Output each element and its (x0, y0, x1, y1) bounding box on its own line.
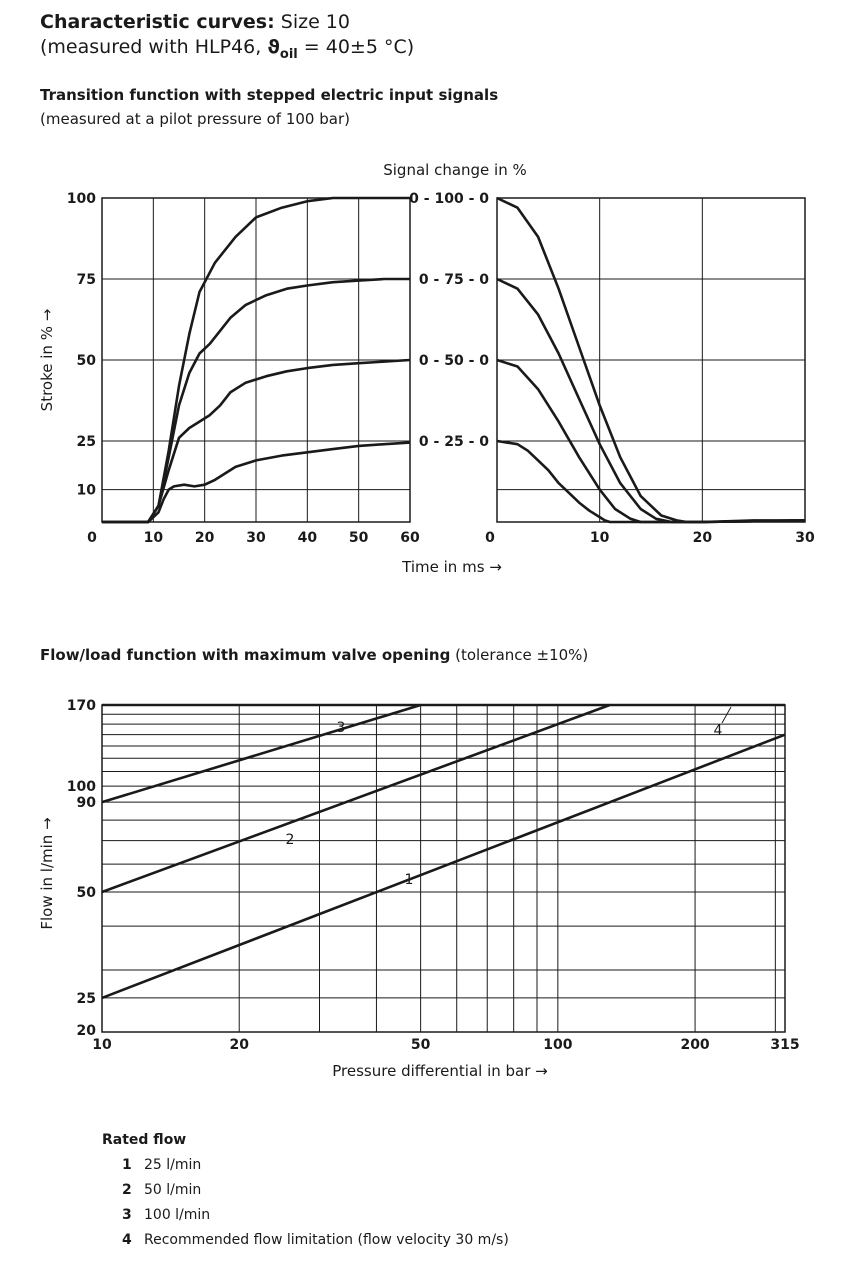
y-tick-label: 0 - 75 - 0 (419, 272, 489, 288)
x-tick-label: 50 (349, 530, 369, 546)
curve-label: 4 (714, 723, 723, 739)
x-tick-label: 10 (144, 530, 164, 546)
y-tick-label: 0 - 50 - 0 (419, 353, 489, 369)
legend-num: 2 (122, 1182, 132, 1198)
curve-label: 2 (286, 832, 295, 848)
x-tick-label: 100 (543, 1037, 572, 1053)
y-tick-label: 10 (77, 483, 97, 499)
x-axis-label: Time in ms → (401, 558, 502, 576)
curve-label-leader (721, 706, 732, 724)
y-tick-label: 0 - 100 - 0 (409, 191, 489, 207)
legend-num: 3 (122, 1207, 132, 1223)
y-tick-label: 50 (77, 353, 97, 369)
legend-title: Rated flow (102, 1132, 187, 1148)
y-tick-label: 100 (67, 779, 96, 795)
x-tick-label: 30 (795, 530, 815, 546)
y-tick-label: 25 (77, 434, 96, 450)
legend-item: 3 100 l/min (122, 1207, 210, 1223)
x-tick-label: 50 (411, 1037, 431, 1053)
series-line (102, 358, 411, 524)
section2-title-main: Flow/load function with maximum valve op… (40, 646, 451, 664)
x-tick-label: 20 (229, 1037, 249, 1053)
y-tick-label: 20 (77, 1023, 97, 1039)
x-tick-label: 40 (298, 530, 318, 546)
y-axis-label: Flow in l/min → (38, 817, 56, 929)
legend-text: 50 l/min (144, 1182, 202, 1198)
y-axis-label: Stroke in % → (38, 309, 56, 412)
x-tick-label: 0 (87, 530, 97, 546)
section1-title: Transition function with stepped electri… (40, 86, 499, 104)
x-axis-label: Pressure differential in bar → (332, 1062, 547, 1080)
series-line (101, 703, 422, 804)
series-line (496, 277, 806, 524)
x-tick-label: 20 (195, 530, 215, 546)
y-tick-label: 25 (77, 991, 96, 1007)
x-tick-label: 315 (770, 1037, 799, 1053)
x-tick-label: 0 (485, 530, 495, 546)
y-tick-label: 100 (67, 191, 96, 207)
theta-subscript: oil (279, 46, 298, 62)
series-line (102, 441, 411, 524)
subtitle-post: = 40±5 °C) (297, 36, 415, 58)
plot-frame (101, 704, 786, 1033)
legend-text: Recommended flow limitation (flow veloci… (144, 1232, 509, 1248)
series-line (102, 277, 410, 524)
legend-item: 1 25 l/min (122, 1157, 201, 1173)
y-tick-label: 170 (67, 698, 96, 714)
legend-text: 25 l/min (144, 1157, 202, 1173)
legend-num: 1 (122, 1157, 132, 1173)
page-subtitle: (measured with HLP46, ϑoil = 40±5 °C) (40, 35, 414, 67)
chart-title: Signal change in % (383, 161, 527, 179)
curve-label: 3 (337, 720, 346, 736)
x-tick-label: 10 (92, 1037, 112, 1053)
section2-title-suffix: (tolerance ±10%) (450, 646, 589, 664)
section2-title: Flow/load function with maximum valve op… (40, 646, 588, 664)
series-line (496, 439, 806, 524)
x-tick-label: 10 (590, 530, 610, 546)
legend-num: 4 (122, 1232, 132, 1248)
legend-item: 2 50 l/min (122, 1182, 201, 1198)
title-rest: Size 10 (274, 11, 350, 33)
series-line (101, 733, 786, 1000)
y-tick-label: 90 (77, 795, 97, 811)
series-line (101, 703, 611, 894)
y-tick-label: 50 (77, 885, 97, 901)
theta-symbol: ϑ (267, 36, 280, 58)
section1-subtitle: (measured at a pilot pressure of 100 bar… (40, 110, 350, 128)
x-tick-label: 60 (400, 530, 420, 546)
y-tick-label: 75 (77, 272, 96, 288)
x-tick-label: 20 (693, 530, 713, 546)
legend-text: 100 l/min (144, 1207, 211, 1223)
curve-label: 1 (405, 872, 414, 888)
x-tick-label: 200 (680, 1037, 709, 1053)
y-tick-label: 0 - 25 - 0 (419, 434, 489, 450)
legend-item: 4 Recommended flow limitation (flow veloc… (122, 1232, 509, 1248)
page-title: Characteristic curves: Size 10 (40, 10, 350, 34)
x-tick-label: 30 (246, 530, 266, 546)
subtitle-pre: (measured with HLP46, (40, 36, 268, 58)
title-bold: Characteristic curves: (40, 11, 275, 33)
